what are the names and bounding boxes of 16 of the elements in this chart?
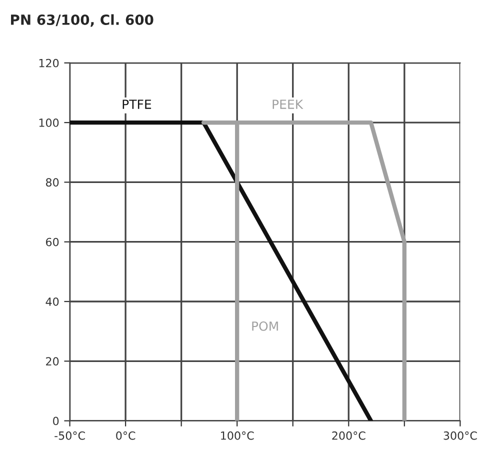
- y-tick-label: 0: [53, 416, 59, 426]
- x-tick-label: 200°C: [332, 431, 366, 440]
- x-tick-label: 100°C: [221, 431, 254, 440]
- series-label: POM: [252, 321, 278, 331]
- y-tick-label: 100: [39, 118, 59, 127]
- x-tick-label: 300°C: [444, 431, 477, 440]
- series-label: PTFE: [122, 100, 152, 109]
- chart-title: PN 63/100, Cl. 600: [11, 14, 154, 27]
- y-tick-label: 60: [46, 238, 59, 246]
- y-tick-label: 40: [46, 297, 59, 306]
- y-tick-label: 20: [46, 357, 59, 366]
- series-label: PEEK: [272, 100, 304, 109]
- x-tick-label: 0°C: [116, 431, 136, 440]
- y-tick-label: 120: [39, 58, 59, 68]
- y-tick-label: 80: [46, 178, 59, 187]
- x-tick-label: -50°C: [54, 431, 85, 440]
